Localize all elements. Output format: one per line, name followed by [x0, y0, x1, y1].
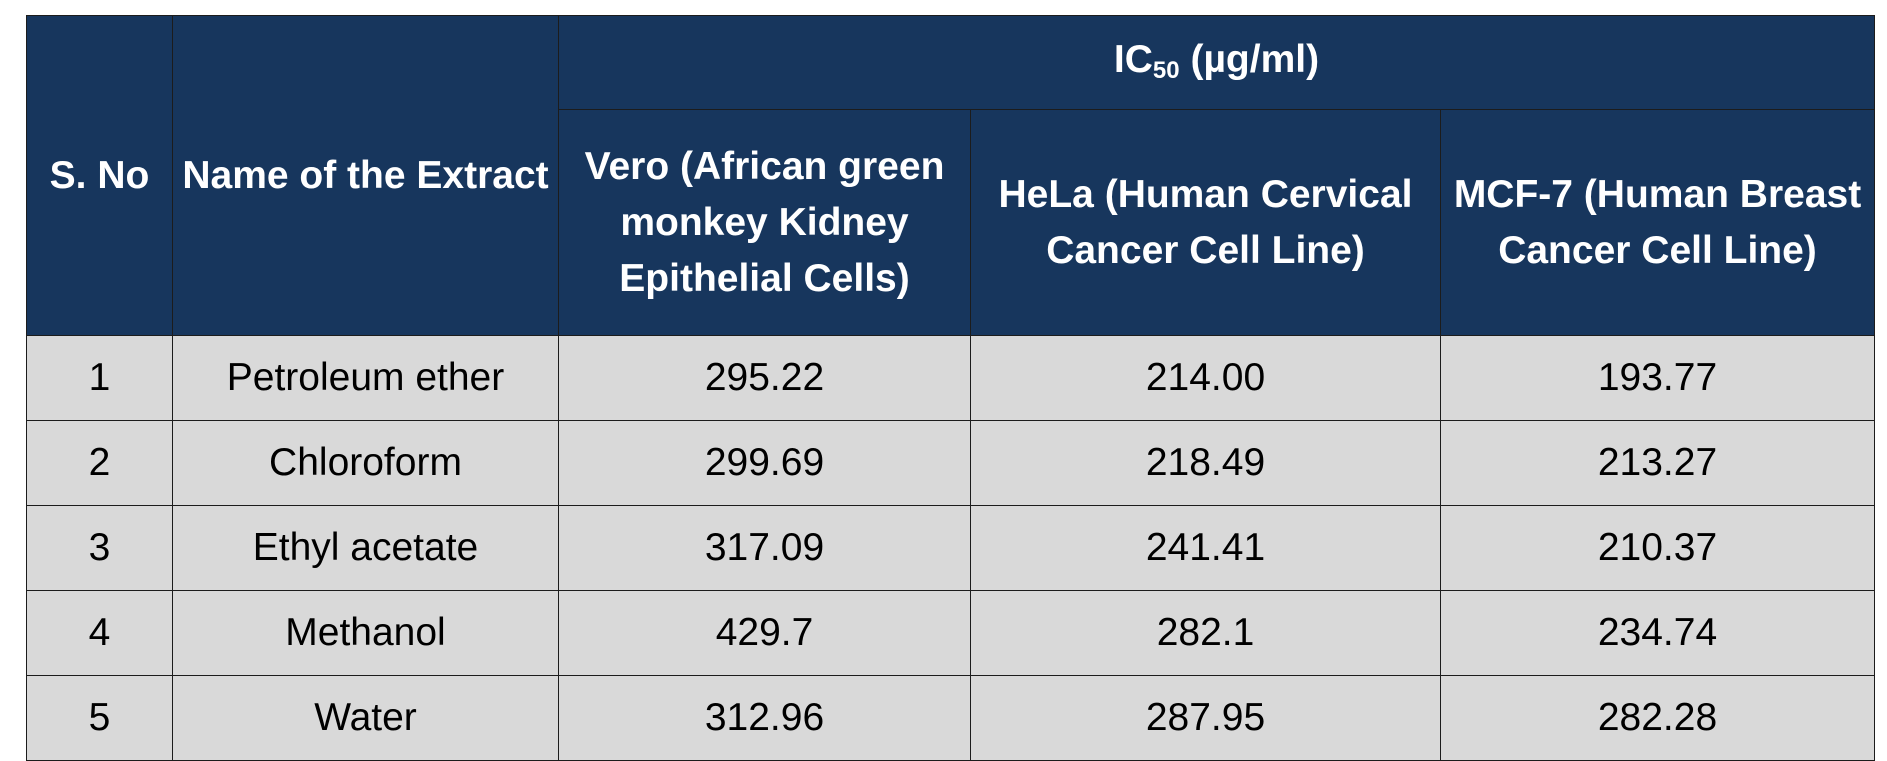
cell-vero: 312.96 [558, 675, 971, 761]
cell-extract-name: Chloroform [172, 420, 559, 506]
cell-sno: 1 [26, 335, 173, 421]
ic50-unit: (µg/ml) [1179, 38, 1320, 81]
header-row-sub: Vero (African green monkey Kidney Epithe… [27, 109, 1876, 336]
header-ic50-group: IC50 (µg/ml) [557, 15, 1876, 110]
ic50-subscript: 50 [1152, 57, 1180, 84]
table-row: 2 Chloroform 299.69 218.49 213.27 [26, 420, 1876, 506]
header-extract-name: Name of the Extract [172, 15, 559, 336]
cell-vero: 429.7 [558, 590, 971, 676]
cell-sno: 2 [26, 420, 173, 506]
cell-vero: 299.69 [558, 420, 971, 506]
cell-hela: 214.00 [970, 335, 1441, 421]
cell-vero: 317.09 [558, 505, 971, 591]
cell-extract-name: Water [172, 675, 559, 761]
cell-mcf7: 193.77 [1439, 335, 1876, 421]
cell-mcf7: 210.37 [1439, 505, 1876, 591]
cell-sno: 4 [26, 590, 173, 676]
header-mcf7: MCF-7 (Human Breast Cancer Cell Line) [1439, 109, 1876, 336]
header-vero: Vero (African green monkey Kidney Epithe… [558, 109, 971, 336]
cell-mcf7: 213.27 [1439, 420, 1876, 506]
cell-extract-name: Methanol [172, 590, 559, 676]
table-row: 4 Methanol 429.7 282.1 234.74 [26, 590, 1876, 676]
table-row: 5 Water 312.96 287.95 282.28 [26, 675, 1876, 761]
cell-extract-name: Petroleum ether [172, 335, 559, 421]
header-sno: S. No [26, 15, 173, 336]
table-body: 1 Petroleum ether 295.22 214.00 193.77 2… [26, 335, 1876, 761]
cell-sno: 5 [26, 675, 173, 761]
cell-extract-name: Ethyl acetate [172, 505, 559, 591]
cell-sno: 3 [26, 505, 173, 591]
ic50-prefix: IC [1113, 38, 1153, 81]
table-row: 1 Petroleum ether 295.22 214.00 193.77 [26, 335, 1876, 421]
cell-hela: 218.49 [970, 420, 1441, 506]
cell-vero: 295.22 [558, 335, 971, 421]
cell-mcf7: 234.74 [1439, 590, 1876, 676]
ic50-table: S. No Name of the Extract IC50 (µg/ml) V… [26, 15, 1876, 761]
cell-hela: 287.95 [970, 675, 1441, 761]
cell-hela: 241.41 [970, 505, 1441, 591]
table-header: S. No Name of the Extract IC50 (µg/ml) V… [26, 15, 1876, 336]
cell-mcf7: 282.28 [1439, 675, 1876, 761]
table-row: 3 Ethyl acetate 317.09 241.41 210.37 [26, 505, 1876, 591]
cell-hela: 282.1 [970, 590, 1441, 676]
header-row-top: S. No Name of the Extract IC50 (µg/ml) [26, 15, 1876, 336]
header-hela: HeLa (Human Cervical Cancer Cell Line) [970, 109, 1441, 336]
